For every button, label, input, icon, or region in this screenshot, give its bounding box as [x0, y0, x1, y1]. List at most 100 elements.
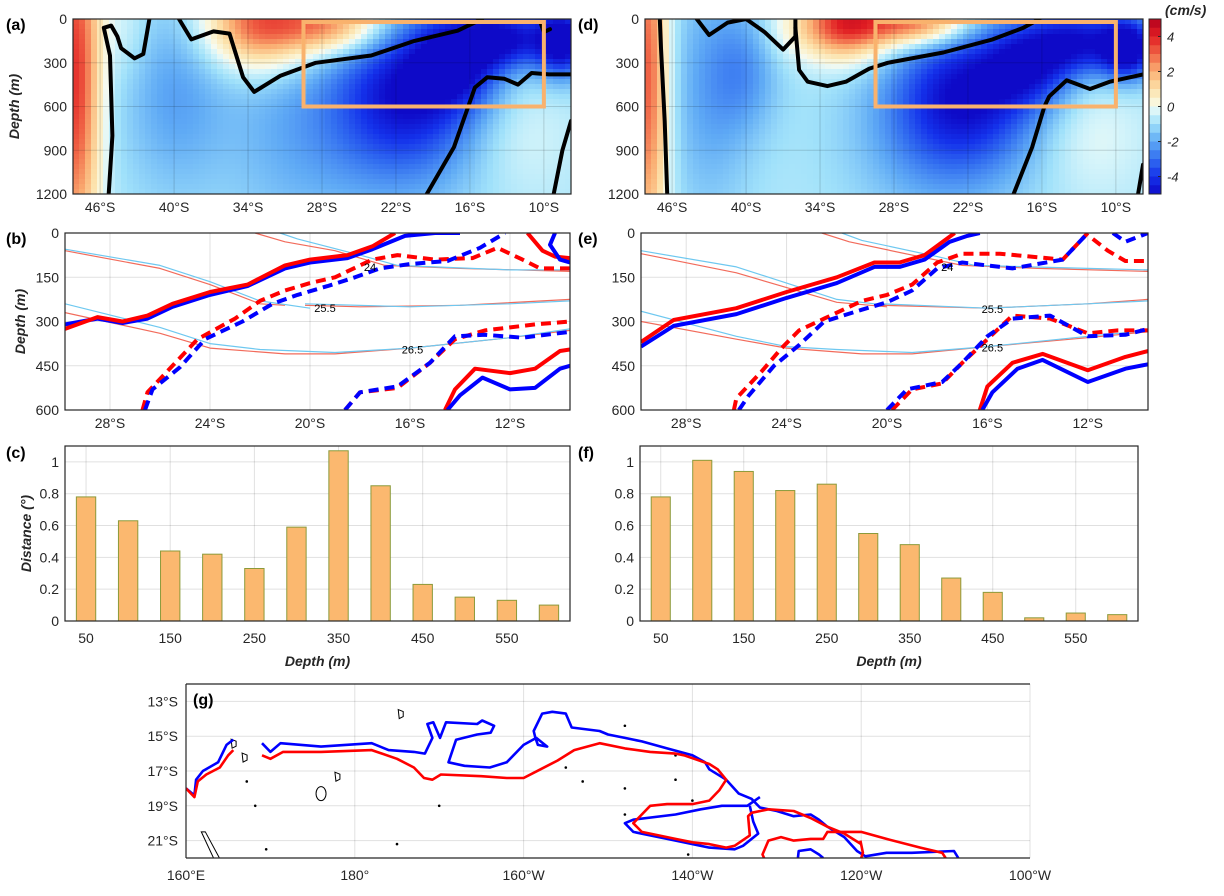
heat-cell: [169, 69, 176, 75]
heat-cell: [987, 109, 994, 115]
heat-cell: [729, 59, 736, 65]
heat-cell: [807, 144, 814, 150]
heat-cell: [945, 119, 952, 125]
heat-cell: [777, 39, 784, 45]
heat-cell: [547, 44, 554, 50]
heat-cell: [289, 134, 296, 140]
heat-cell: [181, 169, 188, 175]
heat-cell: [891, 89, 898, 95]
heat-cell: [235, 99, 242, 105]
heat-cell: [295, 64, 302, 70]
heat-cell: [403, 164, 410, 170]
heat-cell: [139, 84, 146, 90]
heat-cell: [79, 109, 86, 115]
heat-cell: [927, 154, 934, 160]
heat-cell: [951, 139, 958, 145]
heat-cell: [181, 179, 188, 185]
heat-cell: [337, 99, 344, 105]
heat-cell: [693, 179, 700, 185]
heat-cell: [867, 154, 874, 160]
heat-cell: [517, 39, 524, 45]
heat-cell: [133, 69, 140, 75]
heat-cell: [301, 129, 308, 135]
heat-cell: [199, 94, 206, 100]
heat-cell: [711, 49, 718, 55]
heat-cell: [867, 139, 874, 145]
heat-cell: [397, 189, 404, 194]
heat-cell: [735, 124, 742, 130]
heat-cell: [777, 184, 784, 190]
heat-cell: [517, 29, 524, 35]
heat-cell: [987, 69, 994, 75]
heat-cell: [229, 29, 236, 35]
heat-cell: [765, 89, 772, 95]
heat-cell: [433, 39, 440, 45]
heat-cell: [175, 104, 182, 110]
heat-cell: [789, 99, 796, 105]
heat-cell: [403, 114, 410, 120]
heat-cell: [217, 159, 224, 165]
heat-cell: [897, 114, 904, 120]
heat-cell: [391, 174, 398, 180]
heat-cell: [645, 139, 652, 145]
heat-cell: [133, 154, 140, 160]
heat-cell: [319, 149, 326, 155]
heat-cell: [711, 164, 718, 170]
heat-cell: [855, 164, 862, 170]
heat-cell: [657, 129, 664, 135]
heat-cell: [91, 89, 98, 95]
heat-cell: [133, 129, 140, 135]
heat-cell: [867, 189, 874, 194]
heat-cell: [921, 49, 928, 55]
heat-cell: [681, 139, 688, 145]
heat-cell: [241, 49, 248, 55]
heat-cell: [957, 109, 964, 115]
heat-cell: [265, 74, 272, 80]
heat-cell: [217, 104, 224, 110]
heat-cell: [133, 99, 140, 105]
heat-cell: [645, 144, 652, 150]
heat-cell: [409, 59, 416, 65]
heat-cell: [103, 189, 110, 194]
heat-cell: [79, 139, 86, 145]
heat-cell: [867, 164, 874, 170]
heat-cell: [921, 114, 928, 120]
heat-cell: [547, 164, 554, 170]
heat-cell: [915, 64, 922, 70]
heat-cell: [951, 49, 958, 55]
heat-cell: [879, 54, 886, 60]
heat-cell: [855, 189, 862, 194]
heat-cell: [777, 174, 784, 180]
heat-cell: [759, 129, 766, 135]
heat-cell: [271, 39, 278, 45]
heat-cell: [97, 79, 104, 85]
heat-cell: [211, 174, 218, 180]
heat-cell: [499, 124, 506, 130]
heat-cell: [313, 74, 320, 80]
heat-cell: [951, 134, 958, 140]
heat-cell: [73, 159, 80, 165]
heat-cell: [463, 39, 470, 45]
heat-cell: [933, 159, 940, 165]
heat-cell: [945, 149, 952, 155]
heat-cell: [337, 34, 344, 40]
heat-cell: [127, 154, 134, 160]
heat-cell: [313, 24, 320, 30]
heat-cell: [331, 44, 338, 50]
heat-cell: [409, 184, 416, 190]
heat-cell: [681, 84, 688, 90]
heat-cell: [717, 94, 724, 100]
heat-cell: [91, 54, 98, 60]
heat-cell: [891, 134, 898, 140]
heat-cell: [193, 174, 200, 180]
heat-cell: [295, 164, 302, 170]
heat-cell: [819, 104, 826, 110]
heat-cell: [343, 24, 350, 30]
heat-cell: [313, 139, 320, 145]
heat-cell: [511, 139, 518, 145]
heat-cell: [879, 79, 886, 85]
heat-cell: [445, 34, 452, 40]
heat-cell: [373, 39, 380, 45]
heat-cell: [427, 99, 434, 105]
heat-cell: [553, 34, 560, 40]
